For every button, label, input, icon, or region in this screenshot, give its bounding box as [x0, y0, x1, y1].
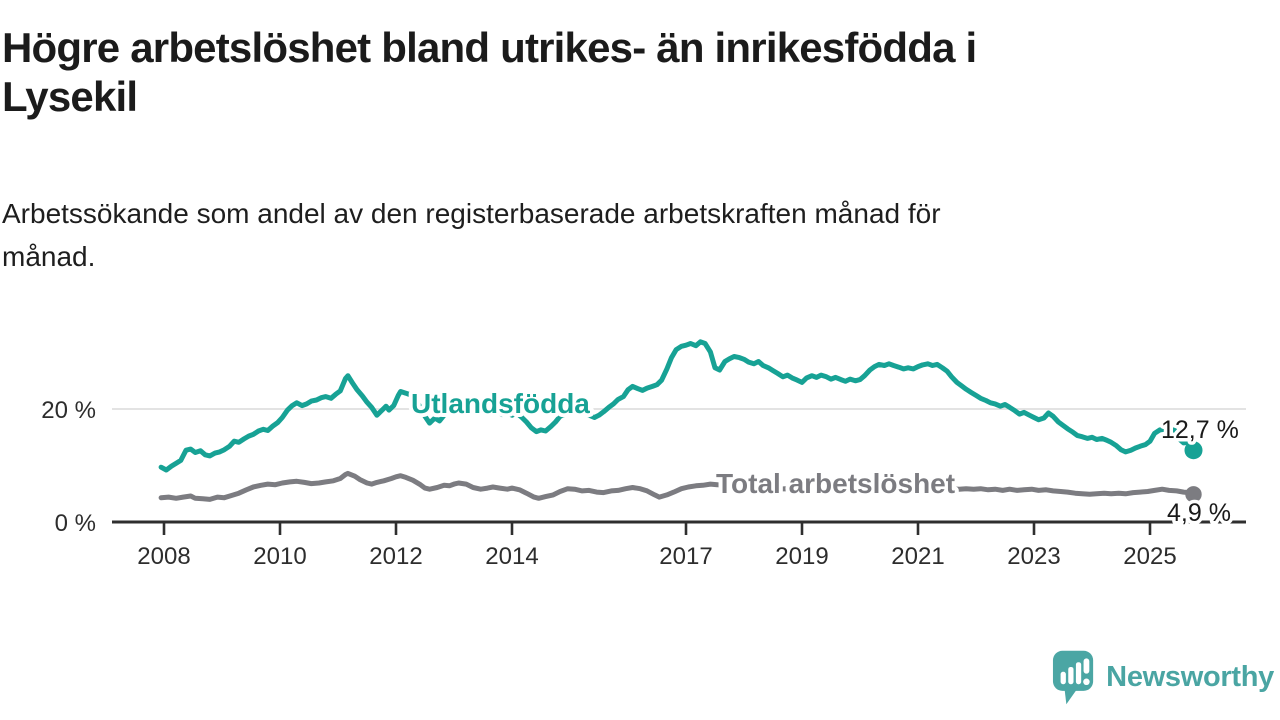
- end-value-label-total: 4,9 %: [1167, 499, 1231, 527]
- brand-name: Newsworthy: [1106, 661, 1274, 693]
- series-label-total: Total arbetslöshet: [716, 468, 955, 499]
- x-axis-tick-label: 2014: [485, 543, 538, 570]
- chart-title: Högre arbetslöshet bland utrikes- än inr…: [2, 24, 977, 120]
- series-label-utlandsfodda: Utlandsfödda: [411, 388, 590, 419]
- series-line-total: [158, 470, 1196, 502]
- x-axis-tick-label: 2012: [369, 543, 422, 570]
- series-end-dot-total: [1185, 486, 1202, 503]
- x-axis-tick-label: 2017: [659, 543, 712, 570]
- series-line-utlandsfodda: [158, 339, 1196, 473]
- x-axis-tick-label: 2021: [891, 543, 944, 570]
- y-axis-tick-label: 0 %: [55, 510, 96, 537]
- x-axis-tick-label: 2019: [775, 543, 828, 570]
- x-axis-tick-label: 2010: [253, 543, 306, 570]
- x-axis-tick-label: 2008: [137, 543, 190, 570]
- x-axis-tick-label: 2025: [1123, 543, 1176, 570]
- newsworthy-logo-icon: [1053, 650, 1094, 705]
- x-axis-tick-label: 2023: [1007, 543, 1060, 570]
- brand-footer: Newsworthy: [1052, 649, 1274, 706]
- y-axis-tick-label: 20 %: [41, 397, 96, 424]
- end-value-label-utlandsfodda: 12,7 %: [1161, 416, 1239, 444]
- chart-subtitle: Arbetssökande som andel av den registerb…: [2, 198, 941, 273]
- series-end-dot-utlandsfodda: [1184, 441, 1203, 460]
